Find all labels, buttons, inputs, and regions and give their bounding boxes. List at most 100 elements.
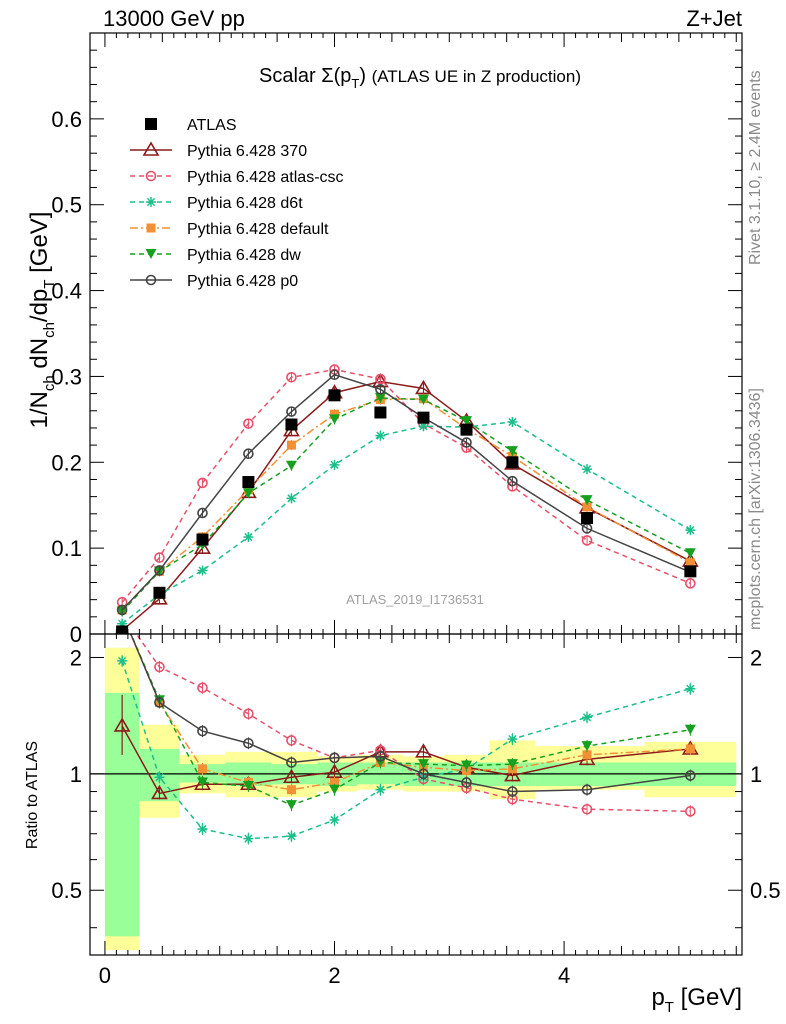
series-point — [154, 565, 165, 576]
legend-label: Pythia 6.428 dw — [187, 247, 301, 264]
ratio-point — [285, 800, 297, 811]
series-line — [121, 380, 691, 632]
ratio-point — [684, 724, 696, 735]
legend-label: ATLAS — [187, 117, 237, 134]
series-point — [375, 373, 386, 385]
series-point — [507, 475, 518, 487]
series-line — [121, 368, 691, 603]
series-point — [685, 578, 696, 589]
header-right: Z+Jet — [686, 6, 742, 31]
series-point — [507, 416, 518, 427]
data-point — [153, 586, 166, 599]
legend-item: Pythia 6.428 p0 — [130, 273, 298, 290]
ratio-point — [329, 784, 340, 795]
y-tick-label: 0.6 — [51, 107, 82, 132]
ratio-point — [581, 741, 593, 752]
series-point — [243, 448, 254, 460]
data-point — [506, 456, 519, 469]
series-point — [154, 552, 165, 563]
analysis-id: ATLAS_2019_I1736531 — [346, 592, 484, 607]
ratio-point — [286, 785, 296, 795]
series-point — [286, 371, 297, 383]
legend-marker — [146, 197, 156, 207]
series-point — [684, 548, 696, 559]
series-point — [243, 531, 254, 542]
data-point — [328, 389, 341, 402]
ratio-point — [286, 735, 297, 746]
ratio-point — [461, 760, 473, 771]
series-point — [685, 525, 696, 536]
y-tick-label: 0.5 — [51, 193, 82, 218]
data-point — [116, 625, 129, 634]
series-point — [286, 493, 297, 504]
series-point — [286, 440, 296, 450]
ratio-point — [461, 777, 472, 788]
ratio-point — [154, 697, 165, 708]
series-point — [286, 406, 297, 417]
y-tick-label: 0.3 — [51, 364, 82, 389]
ratio-y-tick-label-right: 2 — [750, 645, 762, 670]
y-tick-label: 0.4 — [51, 279, 82, 304]
ratio-line — [129, 634, 691, 791]
legend-marker — [142, 141, 160, 156]
legend-label: Pythia 6.428 370 — [187, 143, 307, 160]
ratio-point — [507, 734, 518, 745]
ratio-point — [375, 751, 386, 762]
series-point — [415, 379, 432, 395]
ratio-point — [283, 768, 300, 784]
series-point — [329, 414, 340, 425]
series-point — [329, 369, 340, 381]
legend-marker — [145, 249, 157, 259]
ratio-point — [418, 768, 429, 780]
ratio-point — [582, 750, 592, 760]
data-point — [374, 406, 387, 419]
ratio-point — [197, 725, 208, 737]
x-tick-label: 2 — [328, 963, 340, 988]
data-point — [581, 512, 594, 525]
ratio-point — [507, 786, 518, 797]
legend-item: Pythia 6.428 d6t — [130, 195, 303, 212]
ratio-line — [129, 634, 691, 793]
ratio-point — [242, 781, 254, 792]
ratio-point — [151, 784, 168, 800]
series-point — [581, 535, 593, 546]
ratio-point — [197, 682, 208, 694]
ratio-point — [329, 814, 340, 825]
ratio-point — [243, 708, 254, 720]
series-point — [582, 464, 593, 475]
chart-title: Scalar Σ(pT) (ATLAS UE in Z production) — [259, 65, 581, 91]
ratio-y-tick-label: 2 — [70, 645, 82, 670]
y-tick-label: 0.2 — [51, 450, 82, 475]
legend-item: Pythia 6.428 370 — [130, 141, 307, 160]
ratio-point — [581, 803, 593, 815]
data-point — [285, 418, 298, 431]
ratio-point — [154, 661, 165, 673]
ratio-point — [329, 752, 340, 764]
data-point — [196, 533, 209, 546]
y-axis-label: 1/Nch dNch/dpT [GeV] — [26, 212, 58, 429]
series-point — [116, 604, 128, 616]
legend-item: ATLAS — [145, 117, 237, 134]
legend-item: Pythia 6.428 default — [130, 221, 329, 238]
series-point — [374, 392, 386, 403]
ratio-line — [121, 660, 691, 840]
legend-label: Pythia 6.428 default — [187, 221, 329, 238]
main-plot-area — [115, 364, 699, 634]
legend-marker — [146, 223, 156, 233]
ratio-y-axis-label: Ratio to ATLAS — [24, 741, 41, 849]
header-left: 13000 GeV pp — [103, 6, 245, 31]
ratio-point — [417, 759, 429, 770]
ratio-point — [685, 806, 696, 817]
ratio-point — [117, 655, 128, 666]
series-point — [197, 507, 208, 519]
series-point — [242, 488, 254, 499]
y-tick-label: 0 — [70, 622, 82, 647]
ratio-point — [581, 784, 593, 795]
ratio-point — [197, 824, 208, 835]
legend-item: Pythia 6.428 atlas-csc — [130, 169, 344, 186]
series-point — [581, 495, 593, 506]
ratio-point — [243, 737, 254, 749]
ratio-point — [685, 683, 696, 694]
series-point — [685, 558, 695, 568]
